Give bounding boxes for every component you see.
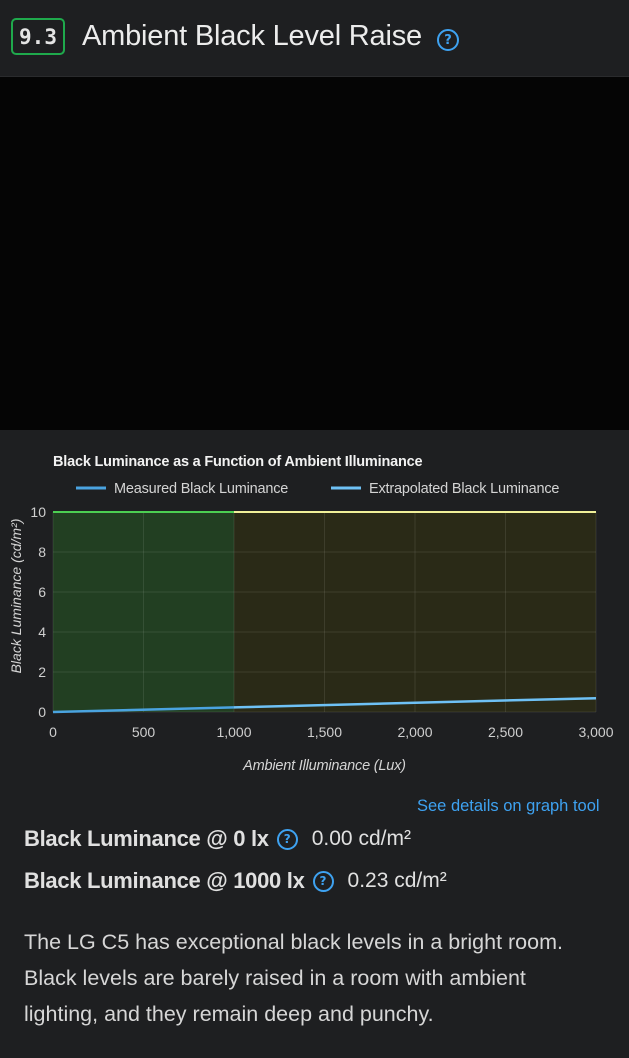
y-tick-label: 8 <box>38 544 46 560</box>
description-text: The LG C5 has exceptional black levels i… <box>24 930 563 1026</box>
score-badge: 9.3 <box>11 18 65 55</box>
section-title: Ambient Black Level Raise <box>82 20 422 52</box>
x-tick-label: 1,000 <box>216 724 251 740</box>
stat-row-black-luminance-1000lx: Black Luminance @ 1000 lx ? 0.23 cd/m² <box>24 866 447 896</box>
legend-label: Extrapolated Black Luminance <box>369 481 559 497</box>
section-header: 9.3 Ambient Black Level Raise ? <box>0 0 629 76</box>
stat-value: 0.00 cd/m² <box>311 827 411 850</box>
stat-label: Black Luminance @ 1000 lx <box>24 868 305 893</box>
x-tick-label: 1,500 <box>307 724 342 740</box>
y-tick-label: 0 <box>38 704 46 720</box>
help-icon[interactable]: ? <box>437 29 459 51</box>
x-axis-title: Ambient Illuminance (Lux) <box>242 758 406 774</box>
x-tick-label: 0 <box>49 724 57 740</box>
y-tick-label: 2 <box>38 664 46 680</box>
chart-region <box>53 512 234 712</box>
x-tick-label: 500 <box>132 724 156 740</box>
stat-row-black-luminance-0lx: Black Luminance @ 0 lx ? 0.00 cd/m² <box>24 824 411 854</box>
legend-label: Measured Black Luminance <box>114 481 288 497</box>
y-axis-title: Black Luminance (cd/m²) <box>8 519 24 674</box>
series-line <box>52 706 235 714</box>
stat-value: 0.23 cd/m² <box>347 869 447 892</box>
x-tick-label: 2,000 <box>397 724 432 740</box>
y-tick-label: 6 <box>38 584 46 600</box>
x-tick-label: 2,500 <box>488 724 523 740</box>
y-tick-label: 4 <box>38 624 46 640</box>
x-tick-label: 3,000 <box>578 724 613 740</box>
help-icon[interactable]: ? <box>312 870 334 892</box>
help-icon[interactable]: ? <box>276 828 298 850</box>
test-photo <box>0 76 629 430</box>
chart-title: Black Luminance as a Function of Ambient… <box>53 454 422 470</box>
series-line <box>233 696 597 709</box>
y-tick-label: 10 <box>30 504 46 520</box>
stat-label: Black Luminance @ 0 lx <box>24 826 269 851</box>
chart-svg: Black Luminance as a Function of Ambient… <box>8 454 614 774</box>
graph-tool-link[interactable]: See details on graph tool <box>417 797 600 815</box>
black-luminance-chart: Black Luminance as a Function of Ambient… <box>0 445 629 785</box>
chart-region <box>234 512 596 712</box>
